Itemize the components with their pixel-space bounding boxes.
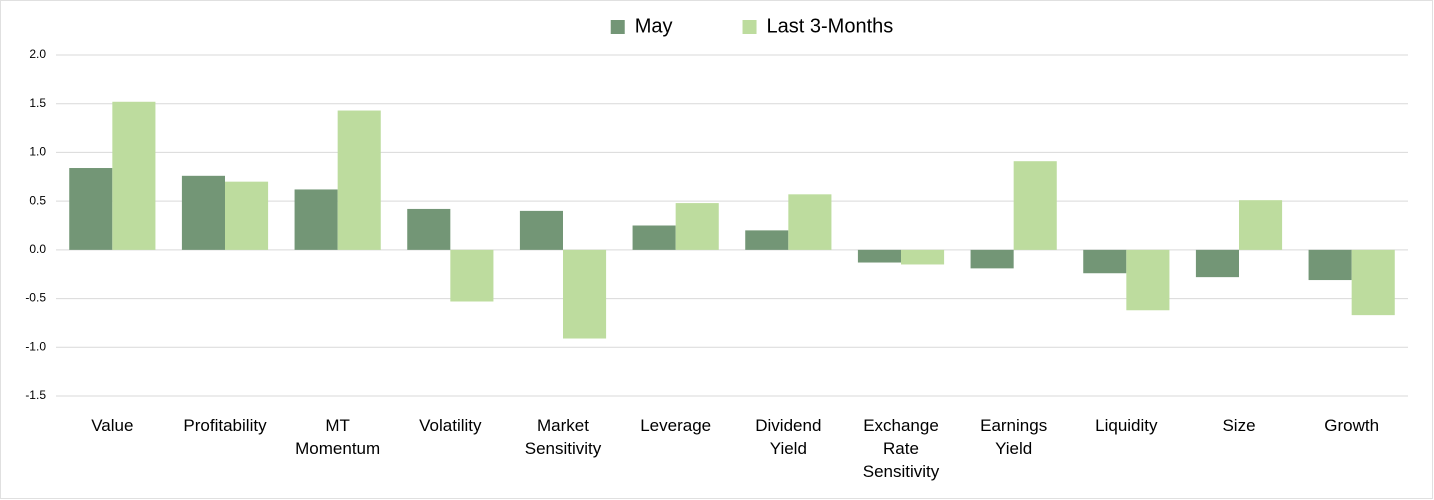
x-tick-label: Market Sensitivity bbox=[524, 416, 602, 458]
bar bbox=[69, 168, 113, 250]
x-tick-label: Profitability bbox=[183, 416, 267, 435]
bar bbox=[563, 249, 607, 339]
x-tick-label: Earnings Yield bbox=[980, 416, 1048, 458]
y-tick-label: 1.5 bbox=[29, 96, 46, 110]
y-tick-label: 0.5 bbox=[29, 193, 46, 207]
bar bbox=[632, 225, 676, 250]
x-tick-label: Dividend Yield bbox=[755, 416, 822, 458]
y-tick-label: 1.0 bbox=[29, 145, 46, 159]
y-tick-label: -1.5 bbox=[25, 388, 46, 402]
y-tick-label: 0.0 bbox=[29, 242, 46, 256]
bar bbox=[901, 249, 945, 265]
legend-label: Last 3-Months bbox=[767, 15, 894, 37]
x-tick-label: Leverage bbox=[640, 416, 712, 435]
y-tick-label: -0.5 bbox=[25, 291, 46, 305]
bar bbox=[294, 189, 338, 250]
bar bbox=[970, 249, 1014, 269]
y-tick-label: 2.0 bbox=[29, 47, 46, 61]
bar bbox=[450, 249, 494, 302]
x-tick-label: Exchange Rate Sensitivity bbox=[862, 416, 940, 481]
bar bbox=[1308, 249, 1352, 281]
legend-swatch bbox=[610, 20, 625, 34]
bar bbox=[112, 101, 156, 250]
bar bbox=[675, 203, 719, 250]
bar bbox=[745, 230, 789, 250]
bar bbox=[788, 194, 832, 250]
y-tick-label: -1.0 bbox=[25, 339, 46, 353]
bar bbox=[1126, 249, 1170, 311]
legend-label: May bbox=[635, 15, 673, 37]
x-tick-label: Volatility bbox=[419, 416, 482, 435]
bar bbox=[181, 175, 225, 250]
legend: May Last 3-Months bbox=[610, 15, 894, 37]
x-tick-label: Growth bbox=[1324, 416, 1380, 435]
bar bbox=[1195, 249, 1239, 278]
bar bbox=[1013, 161, 1057, 250]
x-tick-label: Liquidity bbox=[1095, 416, 1158, 435]
x-tick-label: Size bbox=[1222, 416, 1256, 435]
bar bbox=[1239, 200, 1283, 250]
x-tick-label: Value bbox=[91, 416, 134, 435]
legend-swatch bbox=[742, 20, 757, 34]
bar bbox=[857, 249, 901, 263]
bar bbox=[407, 208, 451, 250]
bar bbox=[519, 210, 563, 250]
bar bbox=[1351, 249, 1395, 316]
bar bbox=[1083, 249, 1127, 274]
bar bbox=[225, 181, 269, 250]
x-tick-label: MT Momentum bbox=[295, 416, 381, 458]
bar bbox=[337, 110, 381, 250]
